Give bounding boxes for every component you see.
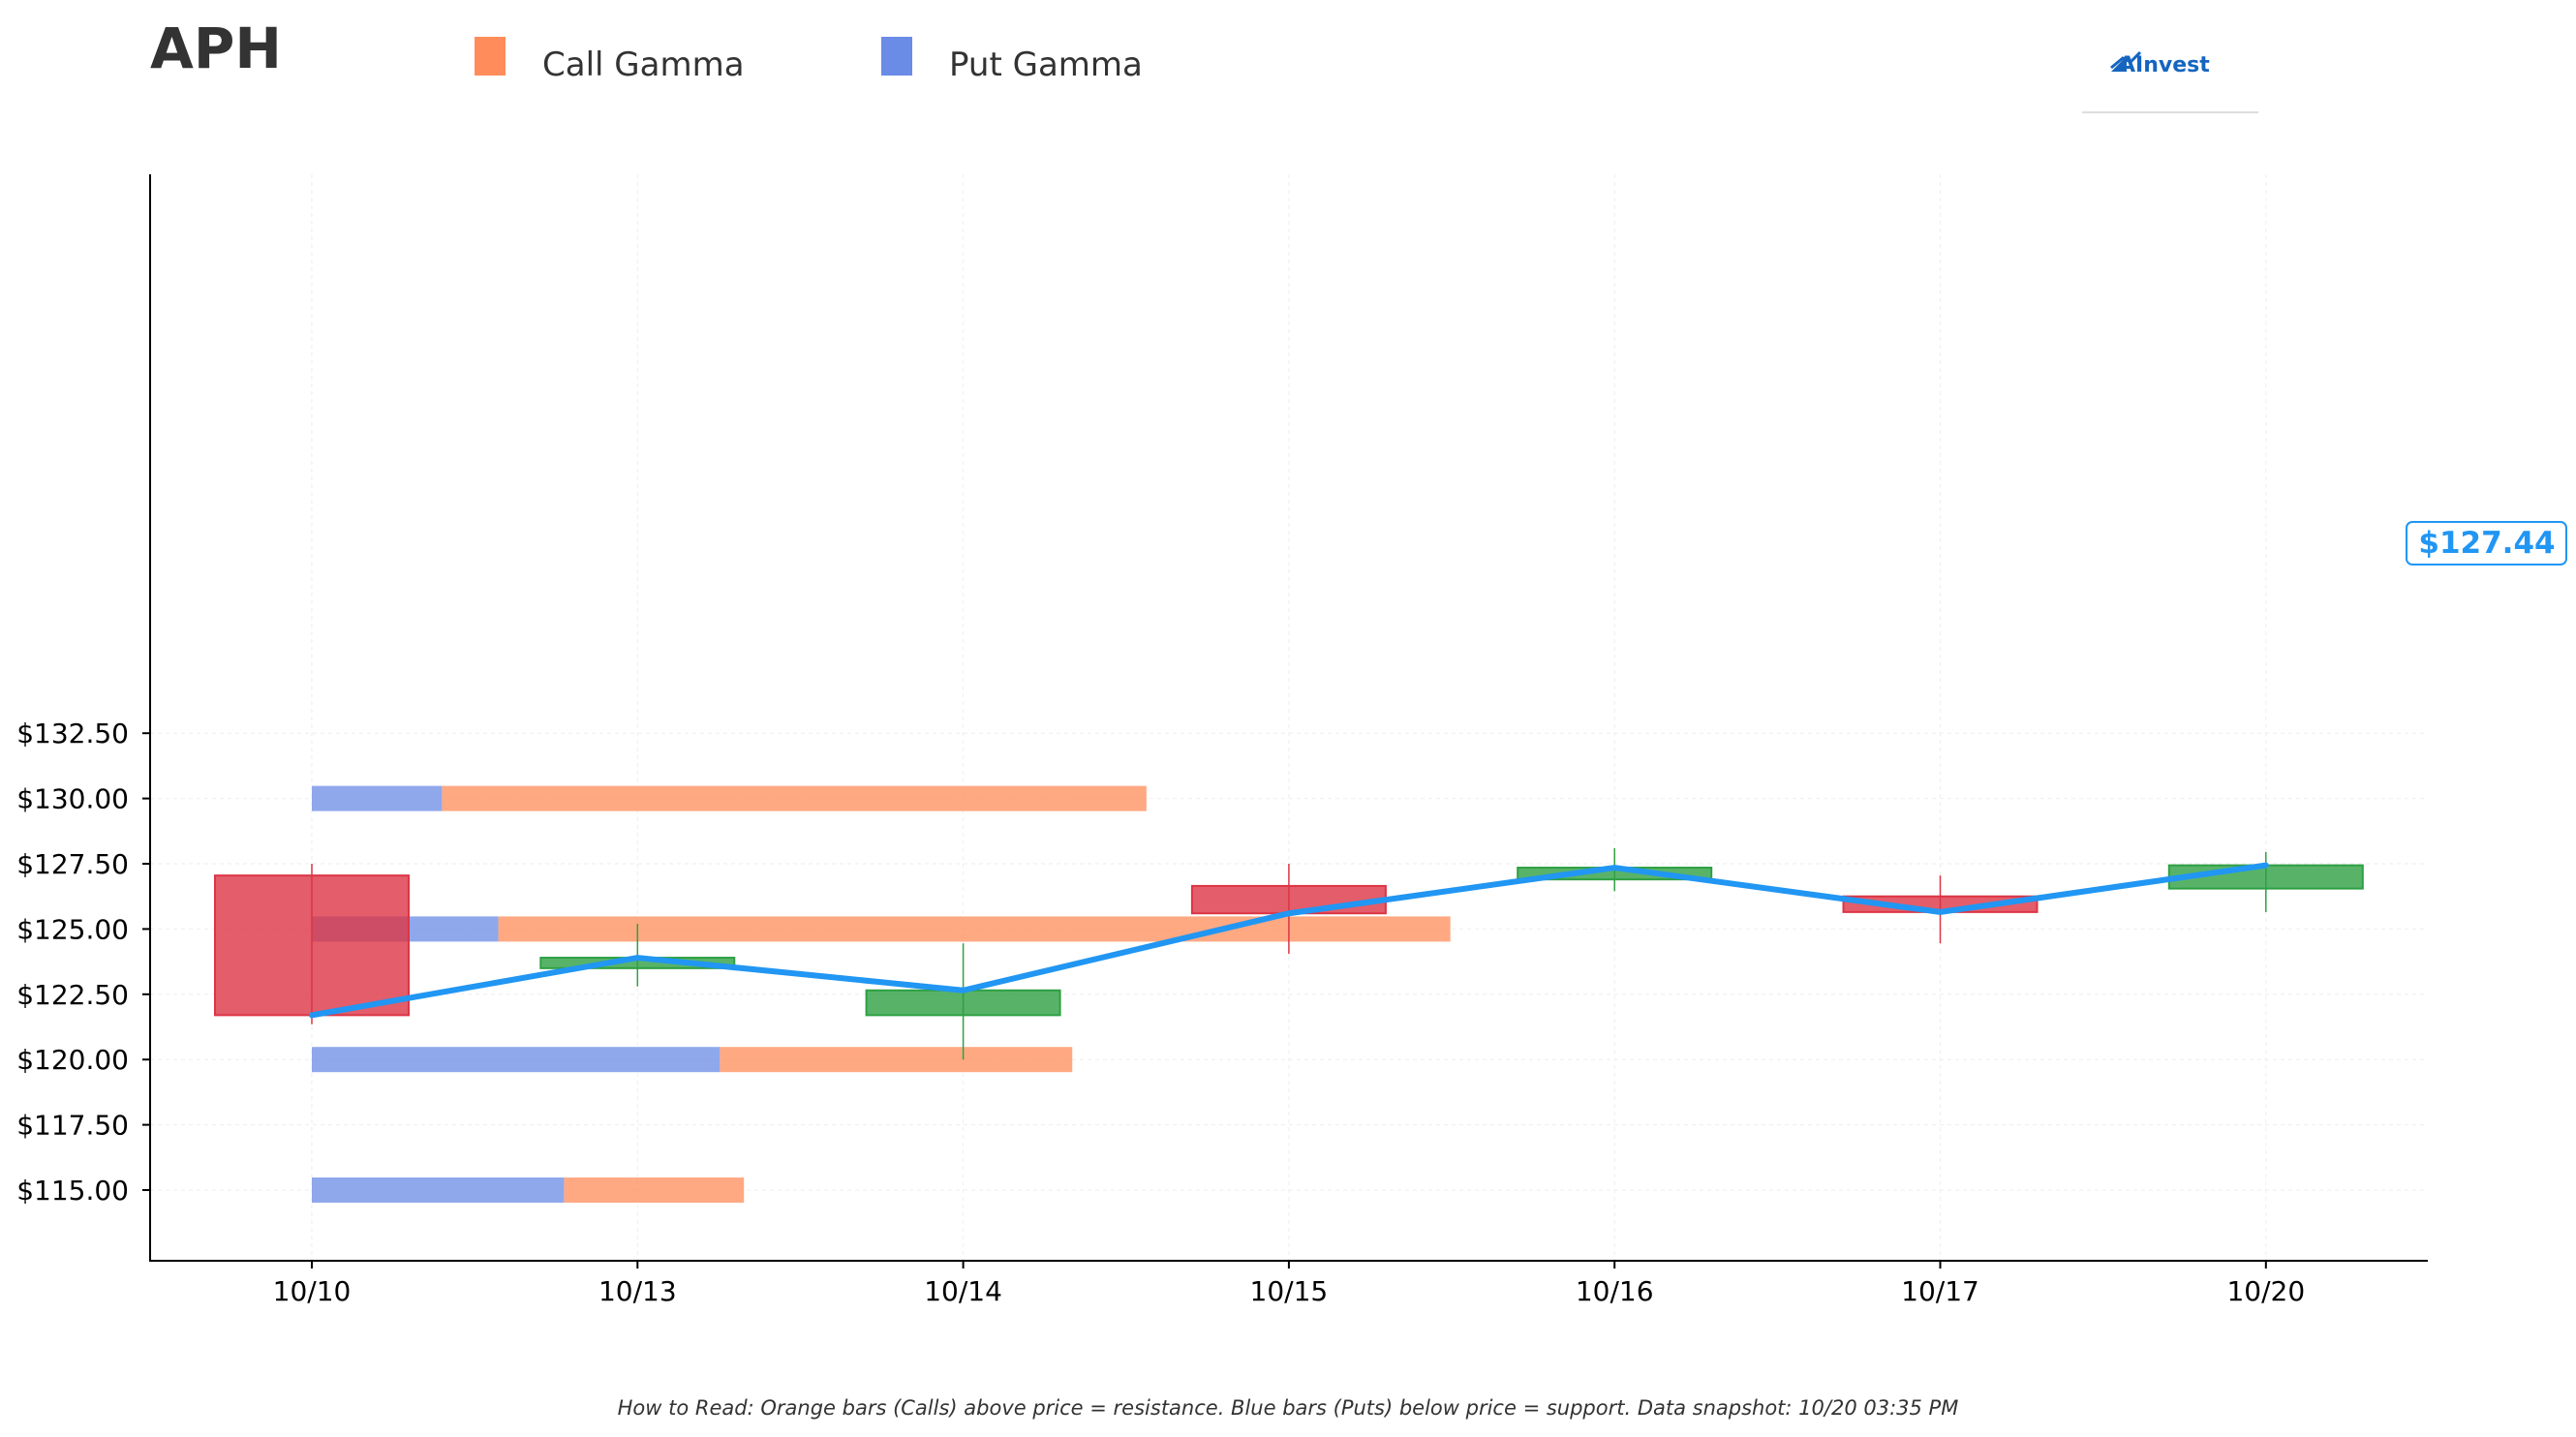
- x-tick-label: 10/16: [1576, 1275, 1654, 1307]
- y-axis-ticks: $115.00 $117.50 $120.00 $122.50 $125.00 $127.…: [16, 718, 150, 1207]
- x-axis-ticks: 10/10 10/13 10/14 10/15 10/16 10/17 10/20: [273, 1261, 2305, 1307]
- logo-chart-icon: [2110, 50, 2142, 72]
- y-tick-label: $117.50: [16, 1110, 129, 1142]
- y-tick-label: $127.50: [16, 848, 129, 880]
- put-gamma-bar: [312, 1047, 721, 1073]
- chart-title: APH: [150, 15, 282, 81]
- legend-label-put-gamma: Put Gamma: [949, 46, 1143, 84]
- current-price-label: $127.44: [2418, 526, 2555, 561]
- y-tick-label: $130.00: [16, 783, 129, 815]
- grid: [150, 174, 2428, 1261]
- x-tick-label: 10/15: [1250, 1275, 1329, 1307]
- call-gamma-bar: [720, 1047, 1073, 1073]
- put-gamma-bar: [312, 785, 443, 811]
- y-tick-label: $132.50: [16, 718, 129, 749]
- call-gamma-bar: [442, 785, 1147, 811]
- y-tick-label: $120.00: [16, 1044, 129, 1076]
- current-price-badge: $127.44: [2406, 521, 2567, 566]
- close-price-line: [309, 862, 2269, 1019]
- candle-body: [865, 989, 1061, 1017]
- candle-body: [1190, 884, 1387, 915]
- x-tick-label: 10/13: [598, 1275, 677, 1307]
- y-tick-label: $115.00: [16, 1175, 129, 1207]
- x-tick-label: 10/20: [2226, 1275, 2305, 1307]
- y-tick-label: $125.00: [16, 913, 129, 945]
- logo-text: AInvest: [2119, 53, 2210, 77]
- x-tick-label: 10/10: [273, 1275, 352, 1307]
- x-tick-label: 10/17: [1901, 1275, 1979, 1307]
- legend-label-call-gamma: Call Gamma: [542, 46, 745, 84]
- legend-swatch-call-gamma: [475, 37, 506, 76]
- x-tick-label: 10/14: [924, 1275, 1002, 1307]
- close-line-path: [309, 862, 2269, 1019]
- footnote: How to Read: Orange bars (Calls) above p…: [618, 1396, 1959, 1420]
- legend: Call Gamma Put Gamma: [475, 37, 1143, 84]
- legend-swatch-put-gamma: [881, 37, 912, 76]
- candle-body: [214, 874, 410, 1017]
- y-tick-label: $122.50: [16, 979, 129, 1011]
- ainvest-logo: AInvest: [2082, 50, 2258, 113]
- put-gamma-bar: [312, 1177, 565, 1203]
- current-price-box: [2406, 521, 2567, 566]
- call-gamma-bar: [564, 1177, 745, 1203]
- call-gamma-bar: [498, 916, 1451, 942]
